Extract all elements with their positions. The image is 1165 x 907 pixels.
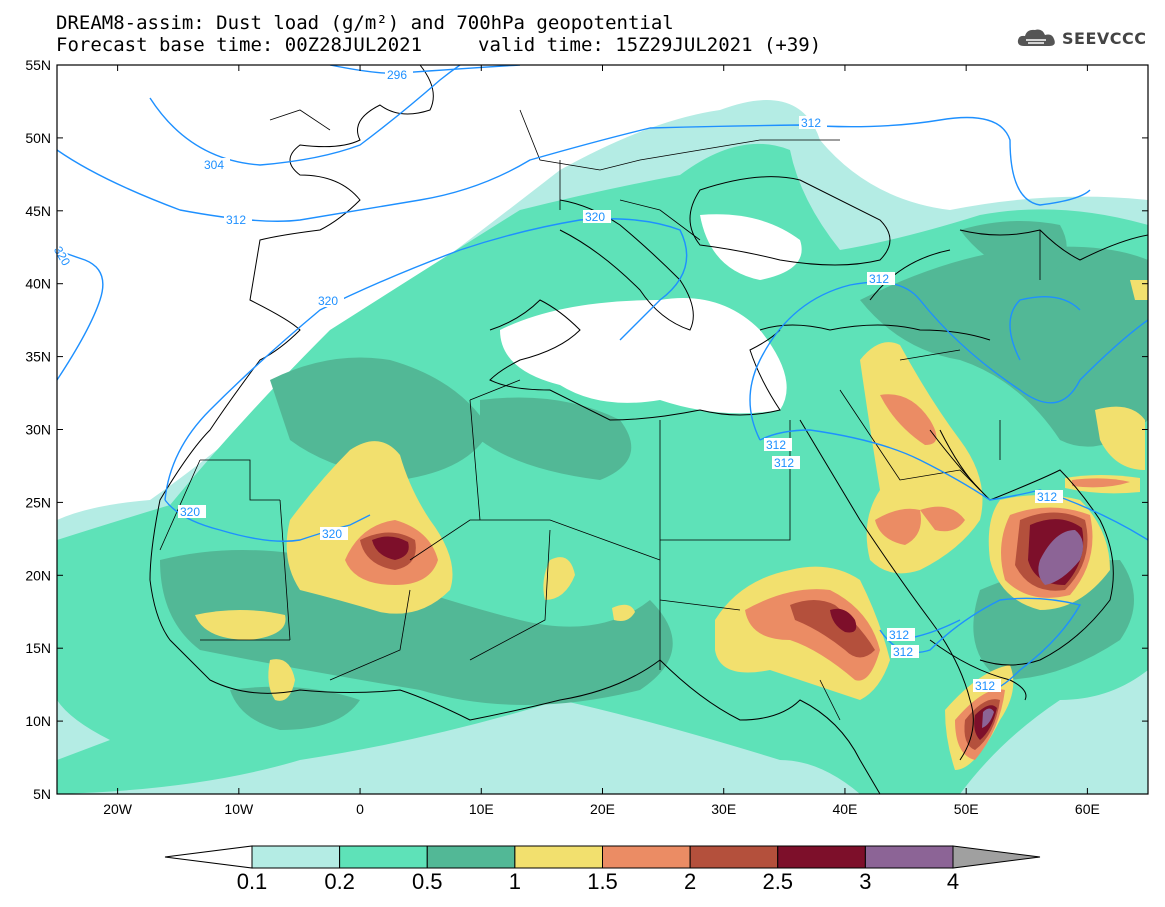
lat-label: 5N bbox=[33, 786, 51, 802]
lon-label: 50E bbox=[954, 801, 979, 817]
forecast-base-time: Forecast base time: 00Z28JUL2021 bbox=[56, 34, 423, 56]
lat-label: 30N bbox=[25, 422, 51, 438]
contour-label: 312 bbox=[766, 438, 786, 452]
lon-label: 20E bbox=[590, 801, 615, 817]
lon-label: 60E bbox=[1075, 801, 1100, 817]
contour-label: 312 bbox=[774, 456, 794, 470]
logo-text: SEEVCCC bbox=[1062, 28, 1147, 48]
lon-label: 10E bbox=[469, 801, 494, 817]
lat-label: 20N bbox=[25, 567, 51, 583]
lat-label: 10N bbox=[25, 713, 51, 729]
colorbar-segment bbox=[602, 845, 691, 869]
contour-label: 312 bbox=[869, 272, 889, 286]
contour-label: 320 bbox=[318, 294, 338, 308]
longitude-axis: 20W 10W 0 10E 20E 30E 40E 50E 60E bbox=[103, 65, 1100, 817]
map-title: DREAM8-assim: Dust load (g/m²) and 700hP… bbox=[56, 12, 674, 34]
latitude-axis: 55N 50N 45N 40N 35N 30N 25N 20N 15N 10N 5N bbox=[25, 57, 1148, 802]
lat-label: 15N bbox=[25, 640, 51, 656]
contour-label: 320 bbox=[322, 527, 342, 541]
geopotential-contours bbox=[57, 65, 1148, 691]
coastlines bbox=[149, 65, 1148, 794]
colorbar-segment bbox=[251, 845, 341, 869]
contour-label: 312 bbox=[1037, 490, 1057, 504]
lon-label: 10W bbox=[224, 801, 254, 817]
lat-label: 35N bbox=[25, 349, 51, 365]
lat-label: 45N bbox=[25, 203, 51, 219]
contour-label: 312 bbox=[226, 213, 246, 227]
lat-label: 40N bbox=[25, 276, 51, 292]
contour-label: 312 bbox=[889, 628, 909, 642]
lon-label: 40E bbox=[832, 801, 857, 817]
colorbar-segment bbox=[864, 845, 954, 869]
lon-label: 0 bbox=[356, 801, 364, 817]
seevccc-logo: SEEVCCC bbox=[1016, 26, 1147, 50]
colorbar-label: 4 bbox=[947, 869, 959, 894]
colorbar-label: 2.5 bbox=[762, 869, 793, 894]
colorbar-label: 0.2 bbox=[324, 869, 355, 894]
colorbar-label: 0.5 bbox=[412, 869, 443, 894]
colorbar-under-arrow bbox=[164, 845, 253, 869]
colorbar-label: 1.5 bbox=[587, 869, 618, 894]
contour-label: 296 bbox=[387, 68, 407, 82]
colorbar-label: 1 bbox=[509, 869, 521, 894]
contour-label: 312 bbox=[975, 679, 995, 693]
colorbar-over-arrow bbox=[952, 845, 1041, 869]
colorbar-label: 0.1 bbox=[237, 869, 268, 894]
colorbar-segment bbox=[689, 845, 779, 869]
contour-label: 312 bbox=[893, 645, 913, 659]
valid-time: valid time: 15Z29JUL2021 (+39) bbox=[478, 34, 822, 56]
lat-label: 50N bbox=[25, 130, 51, 146]
colorbar-segment bbox=[339, 845, 428, 869]
contour-label: 320 bbox=[180, 505, 200, 519]
contour-label: 304 bbox=[204, 158, 224, 172]
lat-label: 55N bbox=[25, 57, 51, 73]
contour-label: 320 bbox=[585, 210, 605, 224]
colorbar-segment bbox=[514, 845, 603, 869]
colorbar-segment bbox=[426, 845, 516, 869]
colorbar-label: 2 bbox=[684, 869, 696, 894]
colorbar-label: 3 bbox=[859, 869, 871, 894]
colorbar: 0.1 0.2 0.5 1 1.5 2 2.5 3 4 bbox=[164, 845, 1041, 894]
cloud-icon bbox=[1017, 29, 1055, 46]
lon-label: 20W bbox=[103, 801, 133, 817]
lat-label: 25N bbox=[25, 494, 51, 510]
contour-label: 312 bbox=[801, 116, 821, 130]
colorbar-segment bbox=[777, 845, 866, 869]
lon-label: 30E bbox=[711, 801, 736, 817]
contour-labels: 296 304 312 320 320 312 320 320 312 312 … bbox=[49, 68, 1063, 693]
